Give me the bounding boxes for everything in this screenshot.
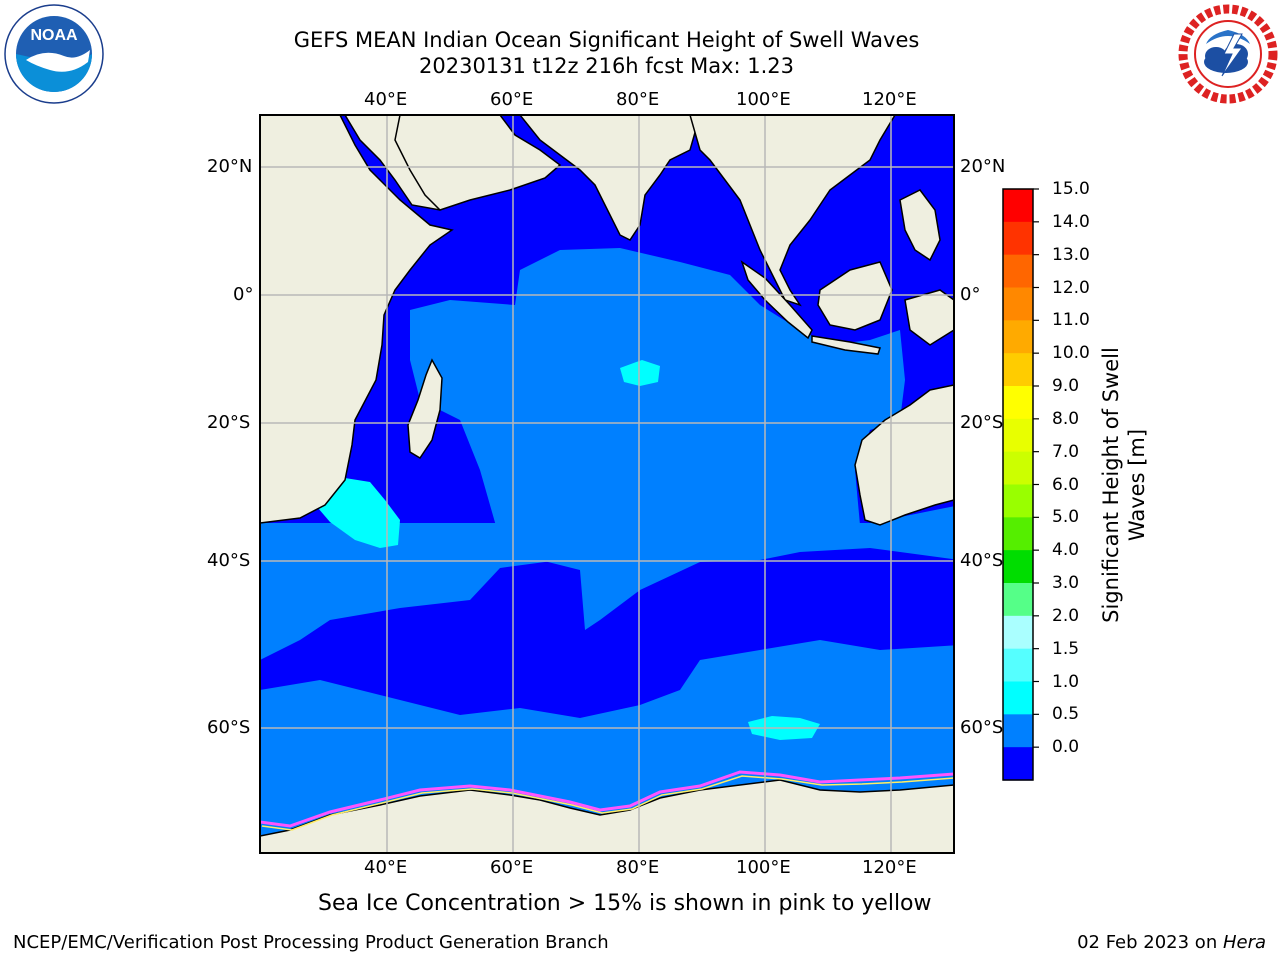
sea-ice-fringe-yellow bbox=[261, 775, 954, 831]
colorbar-tick-label: 6.0 bbox=[1052, 474, 1080, 495]
colorbar-frame bbox=[1002, 188, 1034, 781]
lat-label-right-0: 0° bbox=[960, 284, 981, 305]
colorbar-segment bbox=[1003, 189, 1033, 223]
colorbar-segment bbox=[1003, 320, 1033, 354]
lon-label-top-100e: 100°E bbox=[736, 89, 791, 110]
land-india bbox=[519, 115, 701, 241]
noaa-logo-text: NOAA bbox=[30, 27, 78, 44]
lat-label-left-0: 0° bbox=[233, 284, 254, 305]
colorbar-tick-label: 1.0 bbox=[1052, 671, 1080, 692]
map-subtitle: 20230131 t12z 216h fcst Max: 1.23 bbox=[419, 54, 794, 78]
colorbar-segment bbox=[1003, 648, 1033, 683]
lat-label-left-20n: 20°N bbox=[207, 156, 253, 177]
land-australia bbox=[854, 384, 954, 526]
sea-ice-caption: Sea Ice Concentration > 15% is shown in … bbox=[318, 891, 932, 916]
colorbar-tick-label: 15.0 bbox=[1052, 179, 1090, 199]
colorbar-tick-label: 4.0 bbox=[1052, 540, 1080, 561]
colorbar-segment bbox=[1003, 550, 1033, 584]
lon-label-bottom-60e: 60°E bbox=[490, 857, 534, 878]
nws-logo bbox=[1178, 4, 1278, 104]
colorbar-tick-label: 2.0 bbox=[1052, 605, 1080, 626]
colorbar-segment bbox=[1003, 583, 1033, 617]
gridlines bbox=[260, 115, 954, 853]
colorbar-segment bbox=[1003, 418, 1033, 453]
land-southeast-asia bbox=[689, 115, 896, 307]
lon-label-bottom-100e: 100°E bbox=[736, 857, 791, 878]
footer-producer: NCEP/EMC/Verification Post Processing Pr… bbox=[13, 932, 609, 953]
colorbar-segment bbox=[1003, 287, 1033, 321]
footer-machine: Hera bbox=[1222, 932, 1266, 953]
colorbar-tick-label: 14.0 bbox=[1052, 211, 1090, 232]
colorbar-segment bbox=[1003, 254, 1033, 289]
land-borneo bbox=[817, 261, 893, 331]
noaa-logo: NOAA bbox=[4, 4, 104, 104]
swell-region-cyan-central bbox=[620, 360, 660, 386]
colorbar-segment bbox=[1003, 353, 1033, 387]
land-arabia bbox=[394, 115, 562, 211]
colorbar-segment bbox=[1003, 451, 1033, 486]
lat-label-right-40s: 40°S bbox=[960, 550, 1004, 571]
colorbar-segment bbox=[1003, 484, 1033, 518]
colorbar-tick-label: 8.0 bbox=[1052, 408, 1080, 429]
land-philippines-indonesia bbox=[899, 189, 954, 346]
map-title: GEFS MEAN Indian Ocean Significant Heigh… bbox=[293, 28, 920, 52]
colorbar-segment bbox=[1003, 386, 1033, 420]
colorbar-tick-label: 0.5 bbox=[1052, 704, 1080, 725]
land-madagascar bbox=[407, 358, 443, 460]
colorbar-title: Significant Height of Swell Waves [m] bbox=[1099, 347, 1149, 623]
land-antarctica bbox=[260, 779, 954, 853]
lat-label-right-20s: 20°S bbox=[960, 412, 1004, 433]
colorbar bbox=[1003, 188, 1039, 781]
colorbar-tick-label: 5.0 bbox=[1052, 507, 1080, 528]
lon-label-top-120e: 120°E bbox=[862, 89, 917, 110]
colorbar-segment bbox=[1003, 714, 1033, 748]
map-frame bbox=[259, 114, 955, 854]
colorbar-segment bbox=[1003, 615, 1033, 650]
lon-label-top-40e: 40°E bbox=[364, 89, 408, 110]
lat-label-left-60s: 60°S bbox=[207, 717, 251, 738]
colorbar-tick-label: 10.0 bbox=[1052, 343, 1090, 364]
colorbar-tick-label: 11.0 bbox=[1052, 310, 1090, 331]
land-sumatra bbox=[740, 260, 813, 340]
colorbar-segment bbox=[1003, 517, 1033, 551]
colorbar-tick-label: 1.5 bbox=[1052, 638, 1080, 659]
land-java bbox=[811, 335, 881, 355]
footer-date: 02 Feb 2023 on Hera bbox=[1077, 933, 1266, 953]
lat-label-right-20n: 20°N bbox=[960, 156, 1006, 177]
lon-label-top-60e: 60°E bbox=[490, 89, 534, 110]
colorbar-segment bbox=[1003, 221, 1033, 256]
colorbar-segment bbox=[1003, 747, 1033, 781]
swell-region-southern-band bbox=[260, 523, 954, 660]
lat-label-left-20s: 20°S bbox=[207, 412, 251, 433]
colorbar-tick-label: 0.0 bbox=[1052, 737, 1080, 758]
colorbar-tick-label: 9.0 bbox=[1052, 376, 1080, 396]
colorbar-tick-label: 12.0 bbox=[1052, 277, 1090, 298]
lon-label-bottom-40e: 40°E bbox=[364, 857, 408, 878]
colorbar-segment bbox=[1003, 681, 1033, 715]
colorbar-tick-label: 3.0 bbox=[1052, 573, 1080, 593]
lat-label-left-40s: 40°S bbox=[207, 550, 251, 571]
footer-date-text: 02 Feb 2023 on bbox=[1077, 932, 1223, 953]
swell-region-cyan-africa bbox=[318, 478, 400, 548]
lon-label-bottom-80e: 80°E bbox=[616, 857, 660, 878]
lat-label-right-60s: 60°S bbox=[960, 717, 1004, 738]
lon-label-bottom-120e: 120°E bbox=[862, 857, 917, 878]
lon-label-top-80e: 80°E bbox=[616, 89, 660, 110]
sea-ice-fringe bbox=[260, 770, 954, 828]
colorbar-tick-label: 13.0 bbox=[1052, 244, 1090, 265]
colorbar-tick-label: 7.0 bbox=[1052, 441, 1080, 462]
